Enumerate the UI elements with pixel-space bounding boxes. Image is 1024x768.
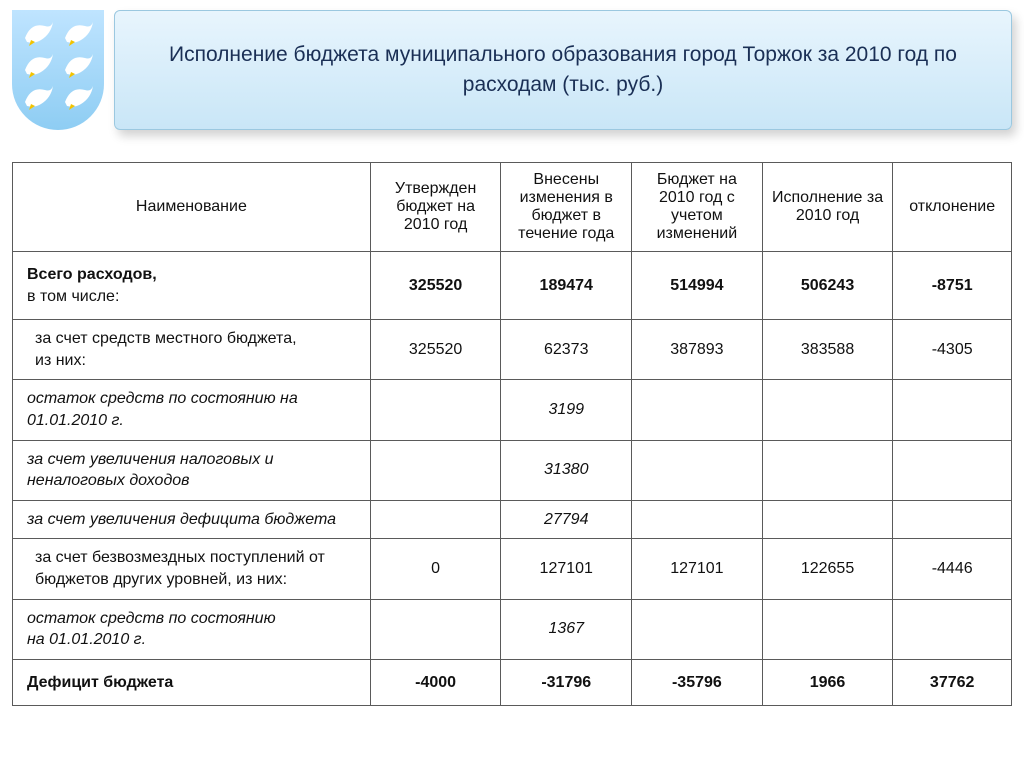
table-row: за счет увеличения налоговых и неналогов… — [13, 440, 1012, 500]
col-header: отклонение — [893, 163, 1012, 252]
cell-value: 37762 — [893, 659, 1012, 706]
row-label: Дефицит бюджета — [13, 659, 371, 706]
dove-icon — [61, 80, 95, 110]
col-header: Исполнение за 2010 год — [762, 163, 893, 252]
cell-value: 62373 — [501, 320, 632, 380]
cell-value: 506243 — [762, 252, 893, 320]
cell-value — [893, 599, 1012, 659]
col-header: Бюджет на 2010 год с учетом изменений — [632, 163, 763, 252]
cell-value: 0 — [370, 539, 501, 599]
row-label: остаток средств по состоянию на 01.01.20… — [13, 380, 371, 440]
cell-value — [762, 380, 893, 440]
col-header: Внесены изменения в бюджет в течение год… — [501, 163, 632, 252]
cell-value: 3199 — [501, 380, 632, 440]
dove-icon — [21, 80, 55, 110]
cell-value: -4000 — [370, 659, 501, 706]
cell-value: -31796 — [501, 659, 632, 706]
col-header: Утвержден бюджет на 2010 год — [370, 163, 501, 252]
row-label: остаток средств по состояниюна 01.01.201… — [13, 599, 371, 659]
cell-value — [762, 599, 893, 659]
row-label: за счет увеличения дефицита бюджета — [13, 500, 371, 539]
cell-value — [370, 440, 501, 500]
cell-value — [893, 380, 1012, 440]
cell-value — [893, 440, 1012, 500]
budget-table-wrap: Наименование Утвержден бюджет на 2010 го… — [0, 130, 1024, 706]
cell-value — [370, 599, 501, 659]
cell-value: 127101 — [632, 539, 763, 599]
table-row: Всего расходов,в том числе:3255201894745… — [13, 252, 1012, 320]
row-label: Всего расходов,в том числе: — [13, 252, 371, 320]
city-emblem — [12, 10, 104, 130]
cell-value: 31380 — [501, 440, 632, 500]
cell-value: 127101 — [501, 539, 632, 599]
cell-value — [762, 500, 893, 539]
dove-icon — [21, 48, 55, 78]
cell-value — [632, 599, 763, 659]
cell-value — [370, 380, 501, 440]
row-label: за счет средств местного бюджета,из них: — [13, 320, 371, 380]
table-header-row: Наименование Утвержден бюджет на 2010 го… — [13, 163, 1012, 252]
cell-value: -4446 — [893, 539, 1012, 599]
cell-value: -4305 — [893, 320, 1012, 380]
dove-icon — [61, 48, 95, 78]
table-row: Дефицит бюджета-4000-31796-3579619663776… — [13, 659, 1012, 706]
budget-table: Наименование Утвержден бюджет на 2010 го… — [12, 162, 1012, 706]
cell-value: 1966 — [762, 659, 893, 706]
cell-value: 383588 — [762, 320, 893, 380]
table-row: остаток средств по состояниюна 01.01.201… — [13, 599, 1012, 659]
cell-value: 514994 — [632, 252, 763, 320]
cell-value: 1367 — [501, 599, 632, 659]
cell-value: 122655 — [762, 539, 893, 599]
header-row: Исполнение бюджета муниципального образо… — [0, 0, 1024, 130]
cell-value: 189474 — [501, 252, 632, 320]
cell-value: 325520 — [370, 252, 501, 320]
cell-value: 387893 — [632, 320, 763, 380]
cell-value: -35796 — [632, 659, 763, 706]
row-label: за счет безвозмездных поступлений от бюд… — [13, 539, 371, 599]
cell-value: 325520 — [370, 320, 501, 380]
cell-value — [762, 440, 893, 500]
table-row: за счет средств местного бюджета,из них:… — [13, 320, 1012, 380]
cell-value: -8751 — [893, 252, 1012, 320]
cell-value — [632, 440, 763, 500]
table-row: за счет безвозмездных поступлений от бюд… — [13, 539, 1012, 599]
row-label: за счет увеличения налоговых и неналогов… — [13, 440, 371, 500]
cell-value: 27794 — [501, 500, 632, 539]
cell-value — [632, 500, 763, 539]
cell-value — [370, 500, 501, 539]
dove-icon — [61, 16, 95, 46]
col-header: Наименование — [13, 163, 371, 252]
table-row: остаток средств по состоянию на 01.01.20… — [13, 380, 1012, 440]
page-title: Исполнение бюджета муниципального образо… — [114, 10, 1012, 130]
table-row: за счет увеличения дефицита бюджета 27794 — [13, 500, 1012, 539]
cell-value — [632, 380, 763, 440]
cell-value — [893, 500, 1012, 539]
dove-icon — [21, 16, 55, 46]
